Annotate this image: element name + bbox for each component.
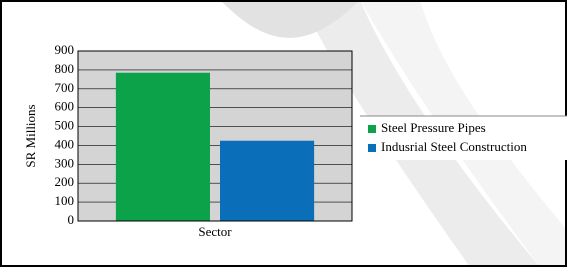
y-axis-title: SR Millions — [23, 104, 38, 167]
x-tick-label: Sector — [198, 224, 232, 239]
y-tick-label: 100 — [55, 193, 75, 208]
legend-label: Indusrial Steel Construction — [381, 139, 527, 154]
legend-label: Steel Pressure Pipes — [381, 120, 486, 135]
chart: SR Millions 0 100 200 300 400 500 600 700 800 900… — [0, 0, 567, 267]
y-tick-label: 500 — [55, 118, 75, 133]
legend-swatch — [368, 125, 376, 133]
y-tick-label: 900 — [55, 42, 75, 57]
y-tick-label: 600 — [55, 99, 75, 114]
legend-swatch — [368, 144, 376, 152]
y-tick-label: 800 — [55, 61, 75, 76]
bar — [220, 141, 314, 221]
y-tick-label: 400 — [55, 136, 75, 151]
bar — [116, 73, 210, 221]
y-tick-label: 300 — [55, 155, 75, 170]
y-tick-label: 200 — [55, 174, 75, 189]
y-tick-label: 700 — [55, 80, 75, 95]
y-tick-label: 0 — [68, 212, 75, 227]
